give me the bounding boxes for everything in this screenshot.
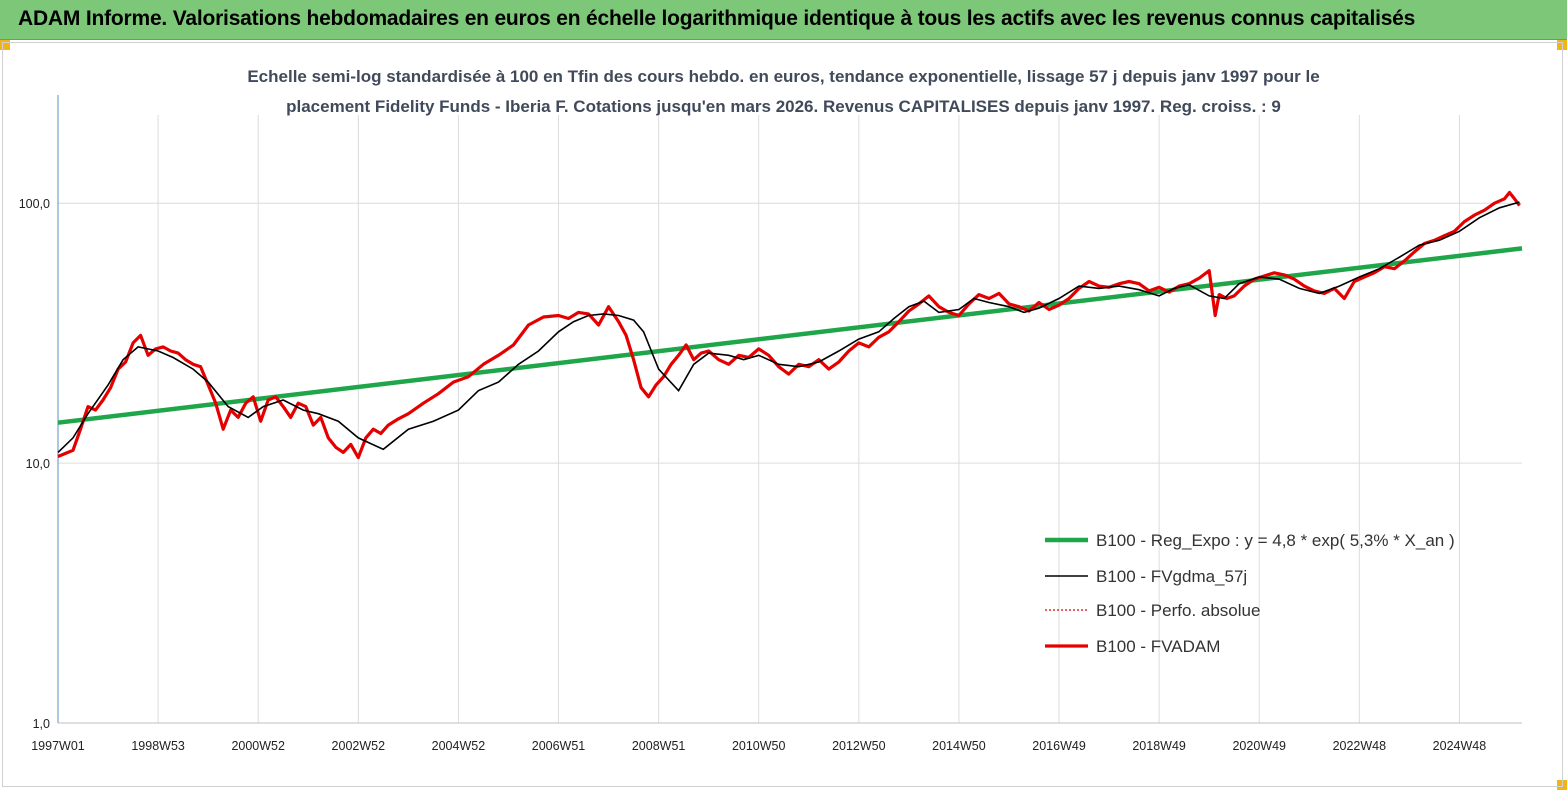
legend-label-fvadam: B100 - FVADAM <box>1096 637 1220 656</box>
report-title: ADAM Informe. Valorisations hebdomadaire… <box>18 7 1416 30</box>
x-tick-label: 2010W50 <box>732 739 786 753</box>
grid-lines <box>58 115 1522 724</box>
axes <box>57 95 1522 724</box>
x-tick-label: 1998W53 <box>131 739 185 753</box>
x-tick-label: 2000W52 <box>231 739 285 753</box>
y-tick-label: 10,0 <box>26 457 50 471</box>
series-lines <box>57 190 1523 460</box>
chart-frame <box>2 42 1563 787</box>
x-tick-label: 2006W51 <box>532 739 586 753</box>
legend-label-abs: B100 - Perfo. absolue <box>1096 601 1260 620</box>
x-tick-label: 2020W49 <box>1232 739 1286 753</box>
x-tick-label: 2008W51 <box>632 739 686 753</box>
x-tick-label: 2004W52 <box>432 739 486 753</box>
x-tick-label: 2002W52 <box>332 739 386 753</box>
chart-title-line-2: placement Fidelity Funds - Iberia F. Cot… <box>286 97 1281 116</box>
y-tick-label: 1,0 <box>33 717 50 731</box>
legend-label-reg: B100 - Reg_Expo : y = 4,8 * exp( 5,3% * … <box>1096 531 1455 550</box>
x-tick-label: 1997W01 <box>31 739 85 753</box>
y-tick-label: 100,0 <box>19 197 50 211</box>
x-tick-label: 2024W48 <box>1433 739 1487 753</box>
banner-corner-marker-left <box>0 40 10 50</box>
series-line-abs <box>57 191 1520 460</box>
legend: B100 - Reg_Expo : y = 4,8 * exp( 5,3% * … <box>1045 531 1455 656</box>
x-tick-label: 2014W50 <box>932 739 986 753</box>
tick-labels: 1,0 10,0 100,0 1997W01 1998W53 2000W52 2002W52… <box>19 197 1487 753</box>
legend-label-smooth: B100 - FVgdma_57j <box>1096 567 1247 586</box>
x-tick-label: 2022W48 <box>1333 739 1387 753</box>
x-tick-label: 2012W50 <box>832 739 886 753</box>
x-tick-label: 2018W49 <box>1132 739 1186 753</box>
series-line-smooth <box>57 201 1520 453</box>
chart-title-line-1: Echelle semi-log standardisée à 100 en T… <box>247 67 1320 86</box>
series-line-reg <box>57 246 1523 425</box>
x-tick-label: 2016W49 <box>1032 739 1086 753</box>
report-banner: ADAM Informe. Valorisations hebdomadaire… <box>0 0 1567 40</box>
series-line-fvadam <box>57 190 1521 460</box>
